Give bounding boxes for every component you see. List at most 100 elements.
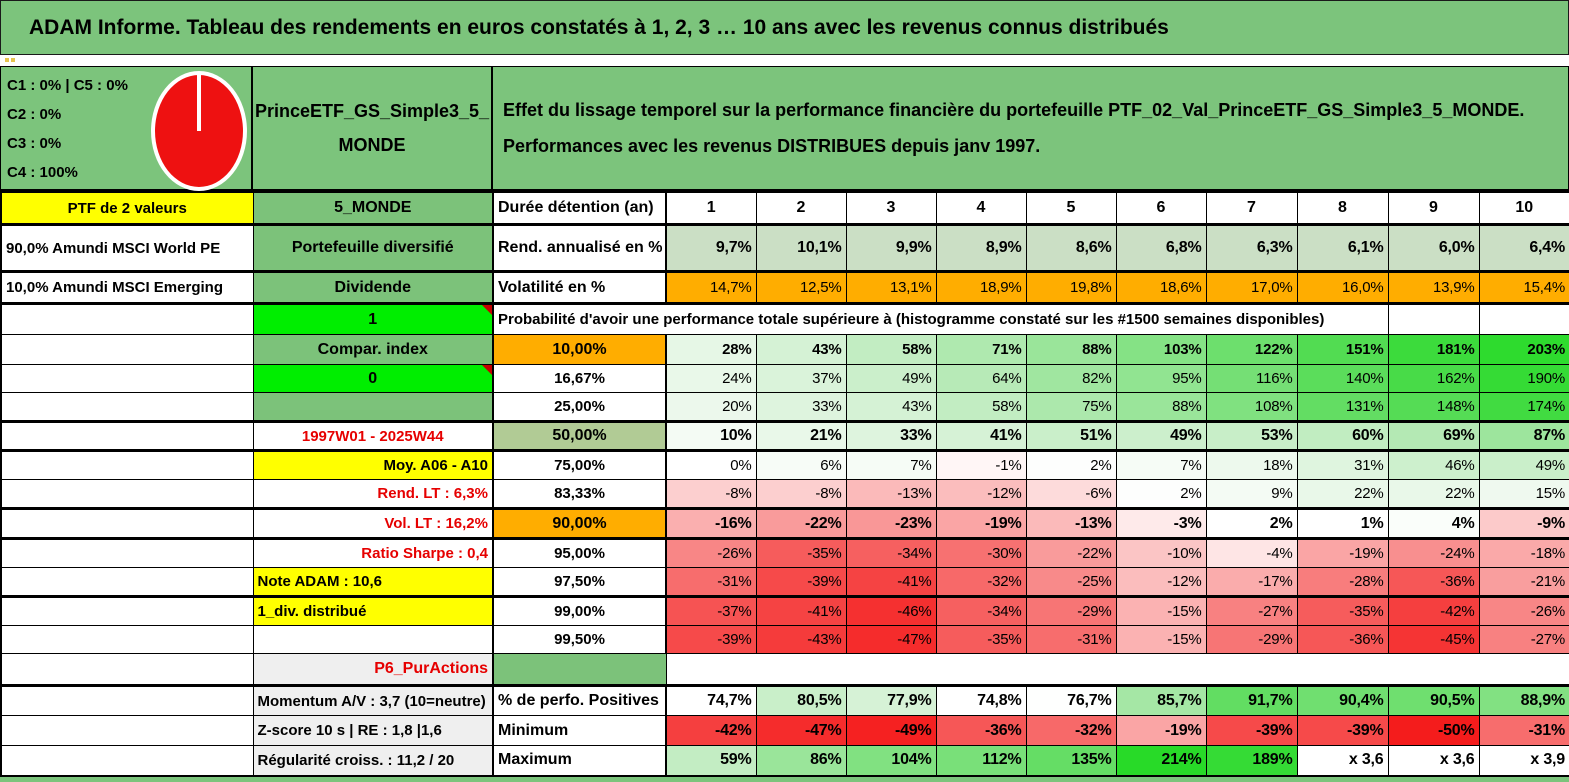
col-c-label[interactable]: 25,00% [492,392,667,422]
data-cell[interactable]: 19,8% [1025,270,1117,304]
col-b-label[interactable]: Vol. LT : 16,2% [252,507,494,539]
data-cell[interactable]: -31% [1025,625,1117,654]
data-cell[interactable]: -3% [1115,507,1207,539]
col-b-label[interactable]: 0 [252,364,494,393]
data-cell[interactable]: 8,9% [935,223,1027,272]
col-a-cell[interactable]: PTF de 2 valeurs [0,190,254,225]
data-cell[interactable]: 46% [1387,449,1480,480]
data-cell[interactable]: 112% [935,745,1027,777]
data-cell[interactable]: -35% [935,625,1027,654]
data-cell[interactable]: 43% [755,334,847,365]
col-c-label[interactable]: 97,50% [492,567,667,597]
data-cell[interactable]: 190% [1478,364,1569,393]
data-cell[interactable]: -21% [1478,567,1569,597]
col-b-label[interactable]: Rend. LT : 6,3% [252,479,494,509]
data-cell[interactable]: -22% [755,507,847,539]
data-cell[interactable]: 1 [665,190,757,225]
data-cell[interactable]: 90,4% [1296,684,1389,716]
data-cell[interactable]: 21% [755,420,847,451]
data-cell[interactable]: 174% [1478,392,1569,422]
data-cell[interactable]: -37% [665,595,757,626]
data-cell[interactable]: 74,7% [665,684,757,716]
data-cell[interactable] [1478,302,1569,335]
data-cell[interactable]: -41% [755,595,847,626]
data-cell[interactable]: -42% [665,715,757,746]
data-cell[interactable]: 9% [1205,479,1298,509]
col-c-label[interactable]: 83,33% [492,479,667,509]
data-cell[interactable]: 69% [1387,420,1480,451]
data-cell[interactable]: -24% [1387,537,1480,568]
data-cell[interactable]: 10 [1478,190,1569,225]
data-cell[interactable]: 6 [1115,190,1207,225]
data-cell[interactable]: -31% [665,567,757,597]
data-cell[interactable]: 108% [1205,392,1298,422]
data-cell[interactable]: 2% [1115,479,1207,509]
col-a-cell[interactable]: 10,0% Amundi MSCI Emerging [0,270,254,304]
data-cell[interactable]: -12% [935,479,1027,509]
data-cell[interactable]: 13,9% [1387,270,1480,304]
data-cell[interactable]: -34% [845,537,937,568]
col-c-label[interactable]: 95,00% [492,537,667,568]
col-c-label[interactable]: % de perfo. Positives [492,684,667,716]
col-a-cell[interactable] [0,653,254,686]
data-cell[interactable]: 2% [1205,507,1298,539]
data-cell[interactable]: 13,1% [845,270,937,304]
data-cell[interactable]: x 3,6 [1387,745,1480,777]
col-a-cell[interactable] [0,745,254,777]
data-cell[interactable]: -13% [1025,507,1117,539]
col-c-label[interactable]: Volatilité en % [492,270,667,304]
data-cell[interactable]: 12,5% [755,270,847,304]
data-cell[interactable]: 51% [1025,420,1117,451]
p6-green-cell[interactable] [492,653,667,686]
data-cell[interactable]: -30% [935,537,1027,568]
data-cell[interactable]: 140% [1296,364,1389,393]
data-cell[interactable]: 5 [1025,190,1117,225]
col-b-label[interactable]: Moy. A06 - A10 [252,449,494,480]
col-c-label[interactable]: 99,00% [492,595,667,626]
data-cell[interactable]: 6,1% [1296,223,1389,272]
data-cell[interactable]: 58% [935,392,1027,422]
data-cell[interactable]: -31% [1478,715,1569,746]
data-cell[interactable]: 214% [1115,745,1207,777]
data-cell[interactable]: 2 [755,190,847,225]
col-b-label[interactable]: 1_div. distribué [252,595,494,626]
data-cell[interactable]: -42% [1387,595,1480,626]
data-cell[interactable]: 103% [1115,334,1207,365]
data-cell[interactable]: -19% [1296,537,1389,568]
data-cell[interactable]: 10,1% [755,223,847,272]
col-b-label[interactable]: P6_PurActions [252,653,494,686]
data-cell[interactable]: -47% [845,625,937,654]
data-cell[interactable]: 148% [1387,392,1480,422]
data-cell[interactable]: 2% [1025,449,1117,480]
data-cell[interactable]: 33% [755,392,847,422]
data-cell[interactable]: 64% [935,364,1027,393]
data-cell[interactable]: 203% [1478,334,1569,365]
col-b-label[interactable]: Ratio Sharpe : 0,4 [252,537,494,568]
data-cell[interactable]: 17,0% [1205,270,1298,304]
col-b-label[interactable]: Momentum A/V : 3,7 (10=neutre) [252,684,494,716]
data-cell[interactable]: -19% [935,507,1027,539]
data-cell[interactable]: 49% [1115,420,1207,451]
data-cell[interactable]: 88% [1025,334,1117,365]
data-cell[interactable]: 18% [1205,449,1298,480]
col-a-cell[interactable] [0,479,254,509]
data-cell[interactable]: 6,8% [1115,223,1207,272]
col-a-cell[interactable] [0,392,254,422]
col-b-label[interactable]: Portefeuille diversifié [252,223,494,272]
data-cell[interactable]: 22% [1296,479,1389,509]
col-c-label[interactable]: Rend. annualisé en % [492,223,667,272]
data-cell[interactable]: -50% [1387,715,1480,746]
data-cell[interactable]: 75% [1025,392,1117,422]
data-cell[interactable]: 9,9% [845,223,937,272]
col-a-cell[interactable] [0,302,254,335]
col-a-cell[interactable] [0,595,254,626]
data-cell[interactable]: 37% [755,364,847,393]
data-cell[interactable]: -8% [665,479,757,509]
data-cell[interactable]: 77,9% [845,684,937,716]
data-cell[interactable]: -12% [1115,567,1207,597]
col-a-cell[interactable] [0,449,254,480]
col-a-cell[interactable] [0,625,254,654]
probability-header-cell[interactable]: Probabilité d'avoir une performance tota… [492,302,1389,335]
data-cell[interactable]: 8 [1296,190,1389,225]
col-c-label[interactable]: 90,00% [492,507,667,539]
